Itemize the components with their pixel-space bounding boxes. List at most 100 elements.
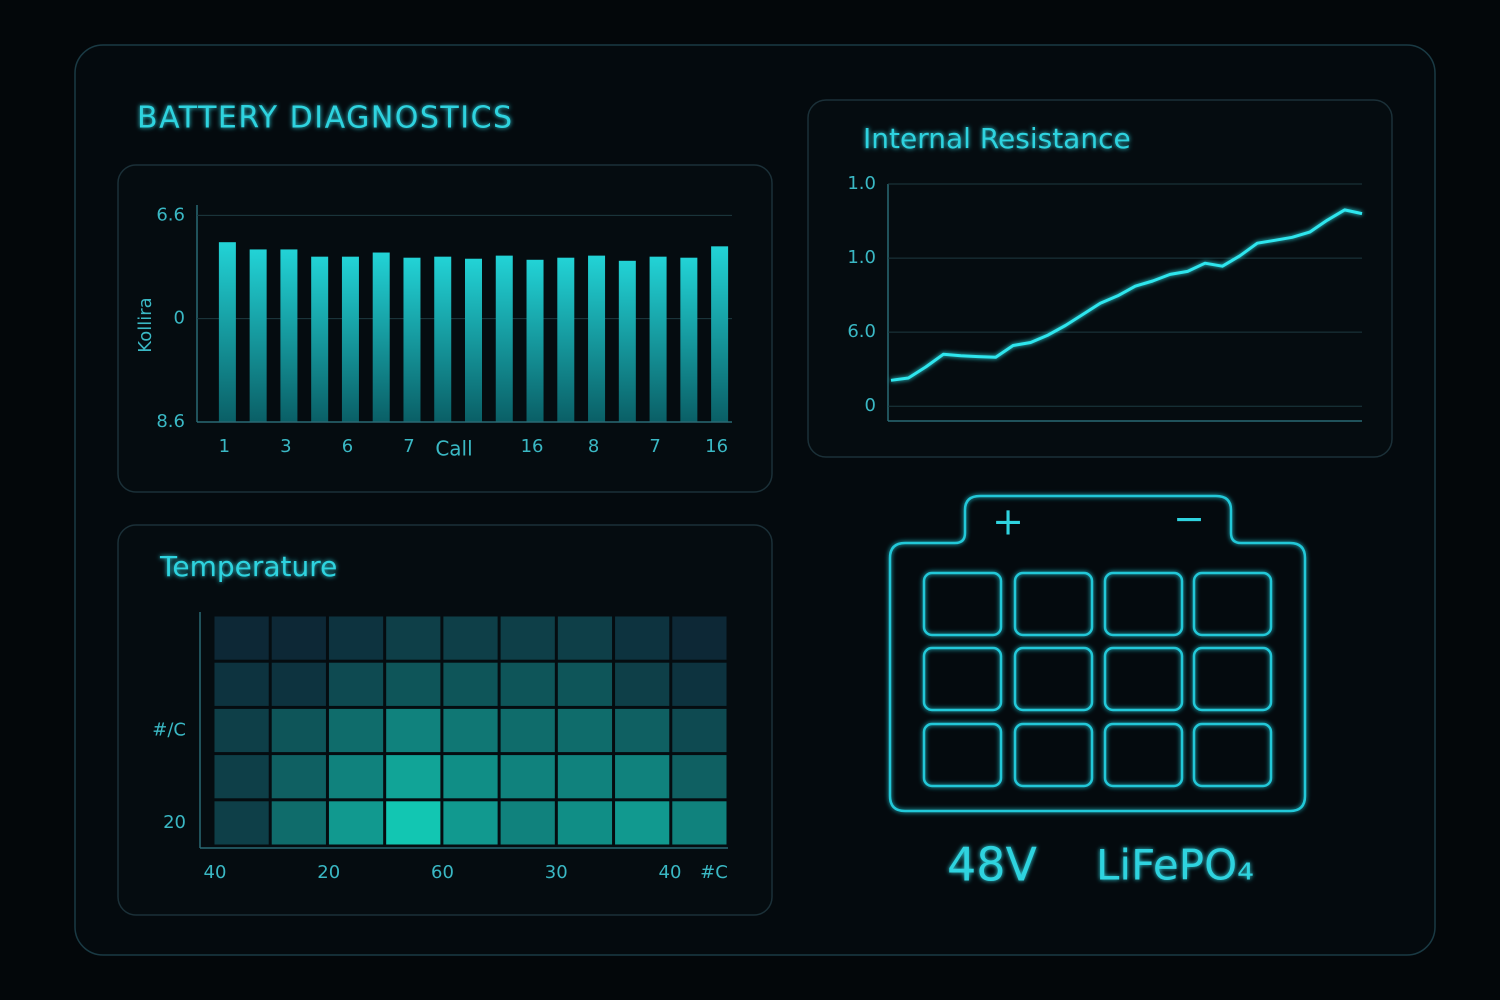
heat-cell [443,708,498,753]
heat-cell [328,755,384,799]
chemistry: LiFePO₄ [1096,841,1254,890]
heat-cell [386,801,441,845]
heat-cell [557,708,613,753]
x-tick-label: 8 [588,436,599,457]
bar [680,257,698,422]
y-axis-label: Kollira [135,297,156,352]
heat-cell [500,708,555,753]
heat-cell [214,708,269,753]
bar [526,259,544,422]
heat-cell [615,801,670,845]
voltage: 48V [947,838,1038,892]
x-tick-label: 3 [280,436,291,457]
bar [372,252,390,422]
heatmap-title: Temperature [159,550,337,583]
dashboard-title: BATTERY DIAGNOSTICS [137,101,514,136]
x-tick-label: 7 [649,436,660,457]
heat-cell [328,616,384,660]
heat-cell [214,801,269,845]
y-tick-label: 20 [163,812,186,833]
x-tick-label: 6 [342,436,353,457]
x-tick-label: 7 [403,436,414,457]
y-tick-label: 0 [865,395,876,416]
heat-cell [443,662,498,706]
bar [280,249,298,422]
bar [249,249,267,422]
x-tick-label: 20 [317,862,340,883]
heat-cell [615,755,670,799]
heat-cell [328,662,384,706]
y-tick-label: 0 [174,308,185,329]
bar [649,256,667,422]
y-tick-label: 8.6 [156,411,185,432]
heat-cell [271,755,326,799]
cell [922,646,1003,712]
bar [557,257,575,422]
heat-cell [500,662,555,706]
y-tick-label: #/C [152,720,186,741]
heat-cell [557,662,613,706]
heat-cell [500,801,555,845]
bar [495,255,513,422]
bar [403,257,421,422]
cell [922,571,1003,637]
cell [1103,646,1184,712]
heat-cell [443,801,498,845]
resistance-line [890,208,1363,382]
minus-terminal: − [1173,497,1205,541]
line-panel [807,99,1393,458]
cell [1103,571,1184,637]
heat-cell [557,616,613,660]
heat-cell [615,616,670,660]
heat-cell [672,755,727,799]
heat-cell [271,662,326,706]
cell [1192,646,1273,712]
heat-cell [214,662,269,706]
heat-cell [557,801,613,845]
bar [434,256,452,422]
heat-cell [672,616,727,660]
heat-cell [271,708,326,753]
bar [311,256,329,422]
heat-cell [443,616,498,660]
heat-cell [500,755,555,799]
plus-terminal: + [992,500,1024,544]
x-axis-label: Call [435,437,472,461]
heat-cell [672,708,727,753]
x-tick-label: 16 [521,436,544,457]
heat-cell [271,801,326,845]
heat-cell [557,755,613,799]
cell [1013,722,1094,788]
x-tick-label: 30 [545,862,568,883]
heat-cell [386,755,441,799]
heat-cell [672,801,727,845]
heat-cell [386,708,441,753]
heat-cell [214,616,269,660]
bar [218,242,236,422]
heat-cell [386,662,441,706]
x-tick-label: 1 [219,436,230,457]
bar [465,258,482,422]
y-tick-label: 6.6 [156,204,185,225]
heat-cell [386,616,441,660]
battery-icon [888,494,1307,813]
bar [711,246,729,422]
y-tick-label: 6.0 [847,321,876,342]
cell [1192,722,1273,788]
heat-cell [271,616,326,660]
cell [1013,646,1094,712]
heat-cell [615,708,670,753]
bar [341,256,359,422]
heat-cell [500,616,555,660]
x-axis-unit: #C [700,862,728,883]
y-tick-label: 1.0 [847,173,876,194]
cell [1013,571,1094,637]
x-tick-label: 60 [431,862,454,883]
y-tick-label: 1.0 [847,247,876,268]
cell [922,722,1003,788]
heat-cell [328,801,384,845]
bar [618,260,636,422]
line-title: Internal Resistance [863,122,1131,155]
cell [1192,571,1273,637]
